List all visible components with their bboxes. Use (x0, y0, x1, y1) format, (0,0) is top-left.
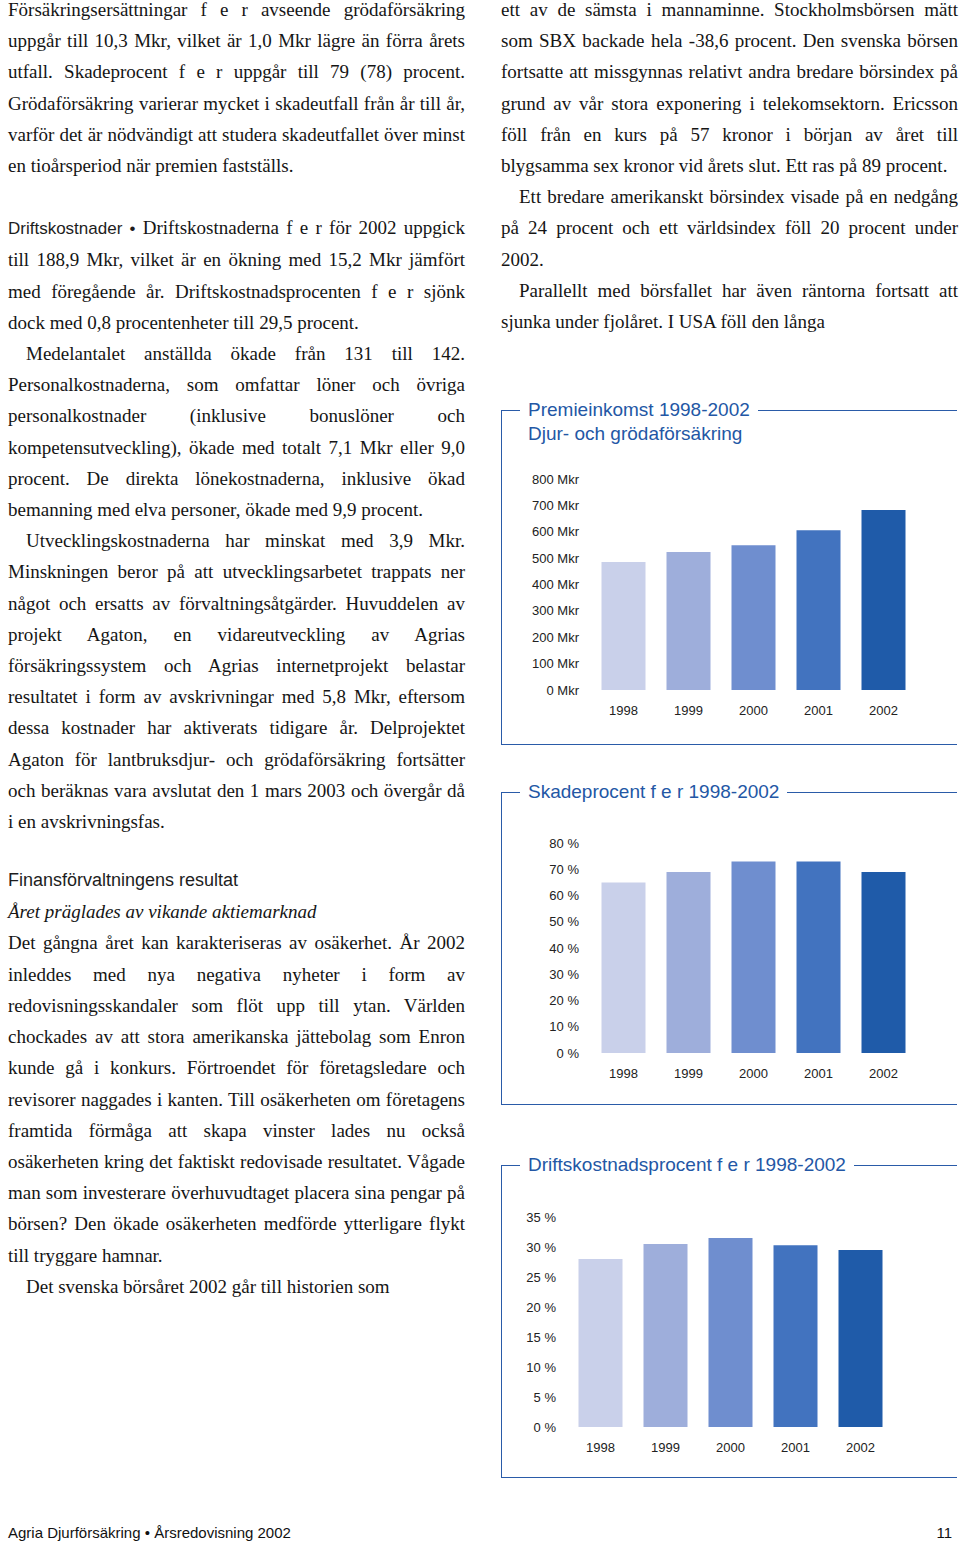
svg-text:20 %: 20 % (526, 1300, 556, 1315)
svg-text:2001: 2001 (804, 703, 833, 718)
svg-text:1998: 1998 (609, 1066, 638, 1081)
svg-text:10 %: 10 % (526, 1360, 556, 1375)
html-text:Medelantalet anställda ökade f: Medelantalet anställda ökade från 131 ti… (8, 343, 465, 520)
svg-text:600 Mkr: 600 Mkr (532, 524, 580, 539)
html-text:Parallellt med börsfallet har: Parallellt med börsfallet har även ränto… (501, 279, 958, 332)
svg-text:2001: 2001 (781, 1440, 810, 1455)
svg-text:1999: 1999 (674, 703, 703, 718)
svg-text:1999: 1999 (651, 1440, 680, 1455)
html-text:Det gångna året kan karakteris: Det gångna året kan karakteriseras av os… (8, 932, 465, 1266)
svg-text:2001: 2001 (804, 1066, 833, 1081)
svg-text:15 %: 15 % (526, 1330, 556, 1345)
svg-text:35 %: 35 % (526, 1210, 556, 1225)
svg-text:5 %: 5 % (534, 1390, 557, 1405)
svg-text:30 %: 30 % (526, 1240, 556, 1255)
svg-text:50 %: 50 % (549, 914, 579, 929)
svg-text:400 Mkr: 400 Mkr (532, 577, 580, 592)
html-text:Premieinkomst 1998-2002: Premieinkomst 1998-2002 (528, 399, 750, 420)
svg-text:800 Mkr: 800 Mkr (532, 472, 580, 487)
svg-text:30 %: 30 % (549, 967, 579, 982)
html-text:Agria Djurförsäkring • Årsredo: Agria Djurförsäkring • Årsredovisning 20… (8, 1524, 291, 1541)
html-text:Driftskostnadsprocent f e r 19: Driftskostnadsprocent f e r 1998-2002 (528, 1154, 846, 1175)
html-text:Ett bredare amerikanskt börsin: Ett bredare amerikanskt börsindex visade… (501, 186, 958, 270)
svg-text:200 Mkr: 200 Mkr (532, 630, 580, 645)
svg-text:100 Mkr: 100 Mkr (532, 656, 580, 671)
html-text:Skadeprocent f e r 1998-2002: Skadeprocent f e r 1998-2002 (528, 781, 780, 802)
html-text:Utvecklingskostnaderna har min: Utvecklingskostnaderna har minskat med 3… (8, 530, 465, 833)
svg-text:25 %: 25 % (526, 1270, 556, 1285)
svg-text:60 %: 60 % (549, 888, 579, 903)
svg-text:80 %: 80 % (549, 836, 579, 851)
svg-text:1998: 1998 (586, 1440, 615, 1455)
svg-text:0 %: 0 % (557, 1046, 580, 1061)
svg-text:300 Mkr: 300 Mkr (532, 603, 580, 618)
html-text:Djur- och grödaförsäkring: Djur- och grödaförsäkring (528, 423, 743, 444)
svg-text:20 %: 20 % (549, 993, 579, 1008)
svg-text:2002: 2002 (846, 1440, 875, 1455)
svg-text:500 Mkr: 500 Mkr (532, 551, 580, 566)
svg-text:2002: 2002 (869, 1066, 898, 1081)
svg-text:2002: 2002 (869, 703, 898, 718)
svg-text:1998: 1998 (609, 703, 638, 718)
html-text:Försäkringsersättningar f e r: Försäkringsersättningar f e r avseende g… (8, 0, 465, 176)
svg-text:10 %: 10 % (549, 1019, 579, 1034)
svg-text:2000: 2000 (739, 1066, 768, 1081)
html-text:Det svenska börsåret 2002 går: Det svenska börsåret 2002 går till histo… (26, 1275, 390, 1297)
html-text:11: 11 (936, 1524, 952, 1541)
svg-text:40 %: 40 % (549, 941, 579, 956)
svg-text:70 %: 70 % (549, 862, 579, 877)
svg-text:0 %: 0 % (534, 1420, 557, 1435)
html-text:ett av de sämsta i mannaminne.: ett av de sämsta i mannaminne. Stockholm… (501, 0, 958, 176)
svg-text:0 Mkr: 0 Mkr (547, 683, 580, 698)
svg-text:700 Mkr: 700 Mkr (532, 498, 580, 513)
html-text:Året präglades av vikande akti: Året präglades av vikande aktiemarknad (8, 901, 317, 923)
html-text:Finansförvaltningens resultat: Finansförvaltningens resultat (8, 870, 239, 891)
html-text:Driftskostnader • Driftskostna: Driftskostnader • Driftskostnaderna f e … (8, 217, 465, 333)
svg-text:2000: 2000 (739, 703, 768, 718)
svg-text:2000: 2000 (716, 1440, 745, 1455)
svg-text:1999: 1999 (674, 1066, 703, 1081)
